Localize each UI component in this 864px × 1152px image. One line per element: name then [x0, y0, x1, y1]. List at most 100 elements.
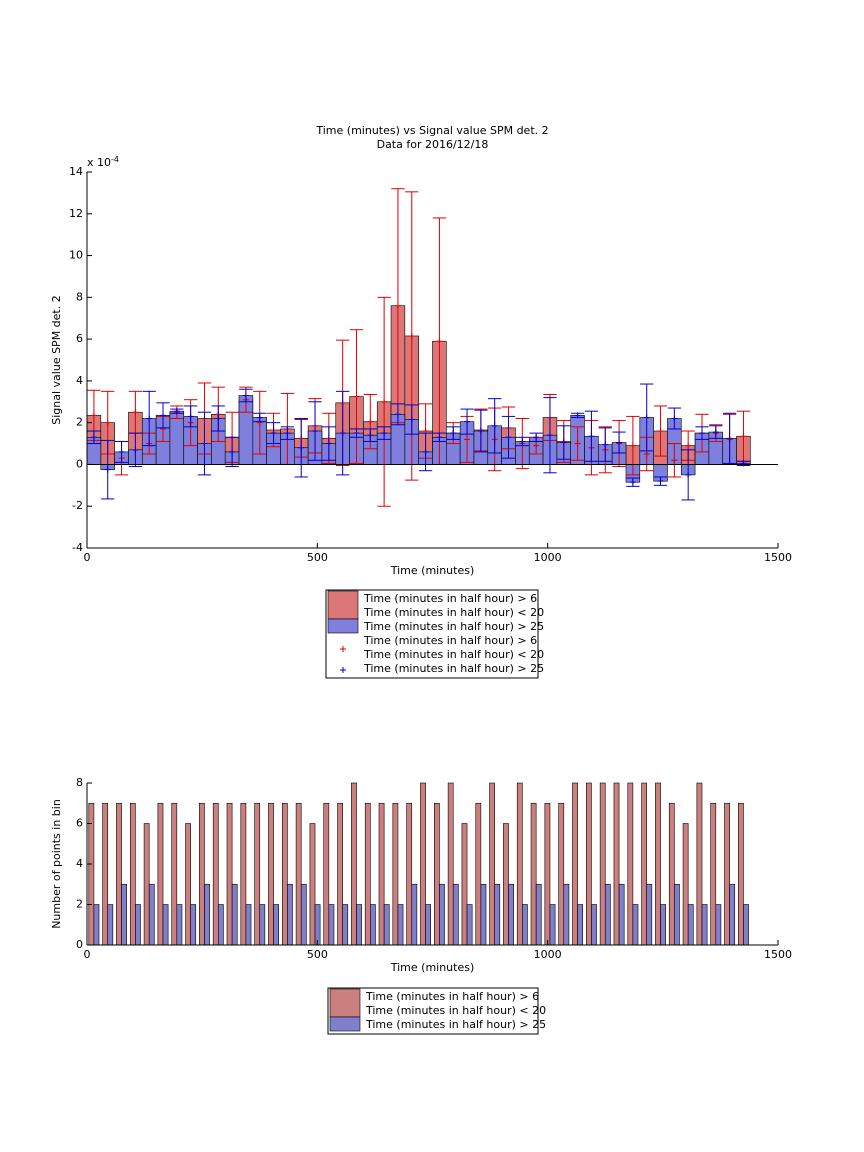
y-scale-base: x 10: [87, 156, 111, 169]
mean-marker: [381, 430, 388, 437]
bar: [522, 904, 528, 946]
bar: [268, 802, 274, 946]
mean-marker: [574, 440, 581, 447]
bar: [687, 904, 694, 946]
mean-marker: [256, 414, 263, 421]
bar: [397, 904, 404, 946]
mean-marker: [533, 434, 540, 441]
mean-marker: [394, 411, 401, 418]
mean-marker: [464, 418, 471, 425]
mean-marker: [104, 419, 111, 426]
mean-marker: [298, 444, 305, 451]
legend-label: Time (minutes in half hour) > 6: [363, 634, 537, 647]
y-tick-label: 0: [76, 457, 83, 470]
bar: [682, 823, 689, 946]
bar: [383, 904, 390, 946]
mean-marker: [560, 439, 567, 446]
bar: [701, 904, 708, 946]
bar: [549, 904, 556, 946]
bar: [668, 802, 675, 946]
bar: [475, 802, 482, 946]
bar: [204, 883, 210, 946]
bar: [641, 782, 648, 946]
mean-marker: [643, 414, 650, 421]
bar: [309, 823, 316, 946]
x-tick-label: 1500: [764, 551, 792, 564]
bar: [254, 802, 261, 946]
bar: [425, 904, 432, 946]
mean-marker: [270, 430, 277, 437]
bar: [121, 883, 127, 946]
bar: [466, 904, 473, 946]
bar: [370, 904, 376, 946]
bar: [295, 802, 302, 946]
bar: [169, 410, 185, 465]
mean-marker: [118, 448, 125, 455]
mean-marker: [173, 408, 180, 415]
bar: [729, 883, 736, 946]
bar: [420, 782, 426, 946]
bar: [88, 802, 95, 946]
bar: [544, 802, 551, 946]
bar: [328, 904, 335, 946]
x-tick-label: 0: [84, 551, 91, 564]
mean-marker: [588, 433, 595, 440]
mean-marker: [394, 302, 401, 309]
bar: [281, 802, 288, 946]
bar: [586, 782, 592, 946]
bar: [107, 904, 114, 946]
mean-marker: [477, 428, 484, 435]
chart-title: Time (minutes) vs Signal value SPM det. …: [315, 124, 548, 137]
bar: [503, 823, 509, 946]
mean-marker: [353, 393, 360, 400]
mean-marker: [698, 430, 705, 437]
x-tick-label: 500: [307, 551, 328, 564]
mean-marker: [367, 418, 374, 425]
bar: [516, 782, 523, 946]
mean-marker: [657, 478, 664, 485]
y-tick-label: 2: [76, 898, 83, 911]
mean-marker: [671, 415, 678, 422]
bar: [300, 883, 307, 946]
x-tick-label: 1500: [764, 948, 792, 961]
bar: [199, 802, 205, 946]
y-tick-label: -4: [72, 541, 83, 554]
mean-marker: [339, 430, 346, 437]
bar: [613, 782, 620, 946]
mean-marker: [616, 439, 623, 446]
bar: [535, 883, 542, 946]
mean-marker: [574, 412, 581, 419]
legend-label: Time (minutes in half hour) < 20: [365, 1004, 546, 1017]
x-tick-label: 1000: [534, 551, 562, 564]
legend-label: Time (minutes in half hour) > 25: [363, 662, 544, 675]
mean-marker: [671, 457, 678, 464]
y-scale-exponent: -4: [111, 155, 119, 164]
bar: [743, 904, 749, 946]
mean-marker: [657, 428, 664, 435]
bar: [494, 883, 501, 946]
bar: [591, 904, 597, 946]
legend-swatch: [327, 618, 359, 634]
mean-marker: [533, 442, 540, 449]
y-tick-label: 4: [76, 857, 83, 870]
mean-marker: [629, 479, 636, 486]
chart-title: Data for 2016/12/18: [377, 138, 489, 151]
bar: [323, 802, 330, 946]
bar: [287, 883, 293, 946]
mean-marker: [201, 440, 208, 447]
bar: [489, 782, 495, 946]
bar: [129, 802, 136, 946]
bar: [738, 802, 744, 946]
bar: [577, 904, 584, 946]
mean-marker: [381, 398, 388, 405]
bar: [157, 802, 164, 946]
bar: [411, 883, 418, 946]
bar: [176, 904, 183, 946]
mean-marker: [519, 438, 526, 445]
bar: [461, 823, 468, 946]
mean-marker: [229, 448, 236, 455]
y-tick-label: 0: [76, 938, 83, 951]
y-tick-label: 8: [76, 290, 83, 303]
bar: [351, 782, 357, 946]
